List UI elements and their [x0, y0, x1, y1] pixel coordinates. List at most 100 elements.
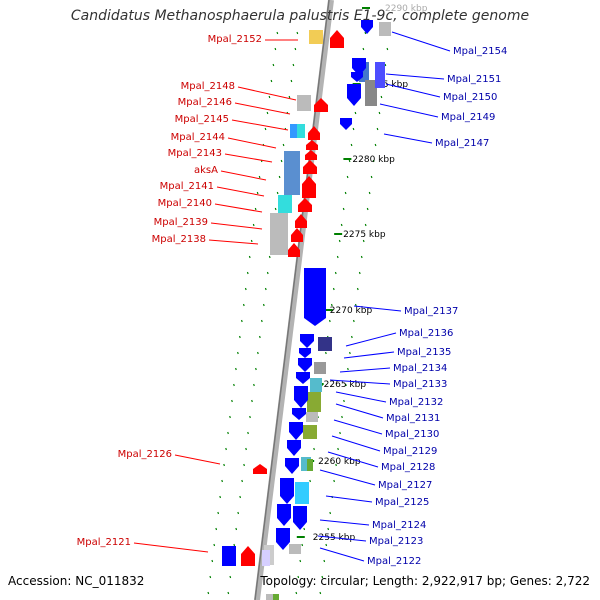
reverse-gene-label: Mpal_2124 [372, 520, 426, 531]
forward-gene-arrow [298, 198, 312, 212]
dot-line-outer-right [319, 31, 391, 595]
feature-box [273, 594, 279, 600]
gene-box [222, 546, 236, 566]
reverse-gene-label: Mpal_2130 [385, 429, 439, 440]
scale-tick-label: 2260 kbp [318, 457, 361, 467]
feature-box [289, 544, 301, 554]
reverse-gene-arrow [298, 358, 312, 372]
reverse-gene-arrow [361, 20, 373, 34]
feature-box [318, 337, 332, 351]
forward-gene-arrow [303, 160, 317, 174]
reverse-gene-label: Mpal_2122 [367, 556, 421, 567]
forward-gene-label: Mpal_2121 [77, 537, 131, 548]
reverse-gene-label: Mpal_2154 [453, 46, 507, 57]
reverse-gene-arrow [276, 528, 290, 550]
reverse-label-leader [335, 391, 387, 403]
forward-gene-arrow [291, 228, 303, 242]
reverse-gene-arrow [292, 408, 306, 420]
reverse-label-leader [327, 451, 379, 468]
reverse-label-leader [331, 435, 381, 452]
feature-box [301, 457, 311, 471]
reverse-gene-arrow [352, 58, 366, 76]
feature-box [284, 151, 300, 195]
reverse-gene-arrow [289, 422, 303, 440]
forward-gene-label: Mpal_2139 [154, 217, 208, 228]
forward-gene-label: Mpal_2138 [152, 234, 206, 245]
forward-gene-label: Mpal_2152 [208, 34, 262, 45]
reverse-gene-label: Mpal_2127 [378, 480, 432, 491]
reverse-label-leader [319, 519, 370, 526]
forward-label-leader [208, 239, 259, 245]
reverse-gene-arrow [294, 386, 308, 408]
forward-label-leader [237, 86, 297, 101]
reverse-gene-label: Mpal_2149 [441, 112, 495, 123]
forward-gene-arrow [253, 464, 267, 474]
genome-summary-text: Topology: circular; Length: 2,922,917 bp… [260, 574, 590, 588]
forward-gene-arrow [305, 150, 317, 160]
gene-box [375, 62, 385, 88]
reverse-label-leader [319, 547, 365, 562]
feature-box [297, 124, 305, 138]
scale-tick-label: 2280 kbp [352, 155, 395, 165]
reverse-label-leader [325, 495, 373, 503]
reverse-gene-label: Mpal_2123 [369, 536, 423, 547]
gene-labels: Mpal_2152 Mpal_2148 Mpal_2146 Mpal_2145 Mpal… [77, 34, 508, 567]
reverse-label-leader [379, 103, 439, 118]
forward-gene-label: Mpal_2140 [158, 198, 212, 209]
feature-box [310, 378, 322, 392]
page-title: Candidatus Methanosphaerula palustris E1… [70, 8, 530, 24]
reverse-label-leader [385, 73, 445, 80]
reverse-label-leader [333, 419, 383, 435]
reverse-label-leader [385, 83, 441, 98]
feature-box [303, 425, 317, 439]
forward-gene-label: Mpal_2145 [175, 114, 229, 125]
reverse-gene-arrow [296, 372, 310, 384]
forward-gene-arrow [314, 98, 328, 112]
reverse-label-leader [345, 332, 397, 347]
forward-gene-arrow [306, 140, 318, 150]
reverse-label-leader [339, 367, 391, 373]
forward-gene-arrow [241, 546, 255, 566]
forward-gene-arrow [295, 214, 307, 228]
reverse-gene-label: Mpal_2133 [393, 379, 447, 390]
reverse-gene-label: Mpal_2137 [404, 306, 458, 317]
forward-label-leader [210, 222, 263, 230]
forward-gene-arrow [302, 176, 316, 198]
reverse-gene-arrow [299, 348, 311, 358]
forward-label-leader [216, 186, 265, 197]
genome-backbone [254, 0, 334, 600]
feature-box [295, 482, 309, 504]
reverse-label-leader [317, 535, 367, 542]
forward-gene-label: aksA [194, 165, 218, 176]
forward-gene-label: Mpal_2146 [178, 97, 232, 108]
forward-gene-label: Mpal_2143 [168, 148, 222, 159]
forward-gene-arrow [308, 126, 320, 140]
feature-box [297, 95, 311, 111]
feature-box [365, 80, 377, 106]
forward-gene-label: Mpal_2141 [160, 181, 214, 192]
feature-box [266, 594, 274, 600]
reverse-gene-arrow [340, 118, 352, 130]
feature-box [262, 550, 270, 566]
reverse-label-leader [319, 469, 376, 486]
feature-box [306, 412, 318, 422]
forward-label-leader [224, 153, 273, 163]
scale-tick-label: 2285 kbp [366, 80, 409, 90]
dot-line-outer-left [207, 31, 279, 595]
feature-box [379, 22, 391, 36]
reverse-gene-label: Mpal_2147 [435, 138, 489, 149]
reverse-gene-arrow [347, 84, 361, 106]
forward-gene-label: Mpal_2144 [171, 132, 225, 143]
reverse-gene-arrow [300, 334, 314, 348]
forward-label-leader [220, 170, 267, 181]
reverse-label-leader [383, 133, 433, 144]
scale-tick-label: 2270 kbp [330, 306, 373, 316]
forward-strand-genes [222, 30, 344, 566]
reverse-gene-label: Mpal_2128 [381, 462, 435, 473]
reverse-gene-arrow [287, 440, 301, 456]
reverse-label-leader [335, 403, 384, 419]
feature-box [290, 124, 297, 138]
reverse-label-leader [391, 31, 451, 52]
reverse-label-leader [353, 305, 402, 312]
reverse-gene-label: Mpal_2150 [443, 92, 497, 103]
